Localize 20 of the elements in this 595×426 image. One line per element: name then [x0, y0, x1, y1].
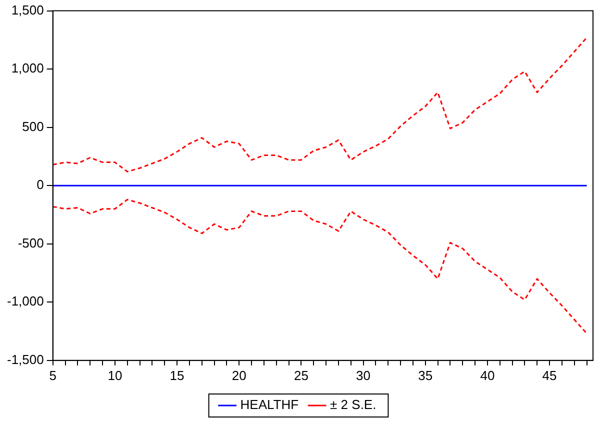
x-tick-label: 20 — [232, 368, 246, 383]
legend-label: ± 2 S.E. — [330, 397, 376, 412]
x-tick-label: 15 — [170, 368, 184, 383]
x-tick-label: 35 — [418, 368, 433, 383]
y-tick-label: 1,500 — [11, 2, 44, 18]
y-tick-label: 1,000 — [11, 60, 44, 76]
y-tick-label: -1,500 — [6, 352, 44, 367]
y-tick-label: 0 — [36, 177, 44, 192]
y-tick-label: 500 — [22, 118, 44, 134]
x-tick-label: 45 — [542, 368, 557, 383]
x-tick-label: 30 — [356, 368, 371, 383]
x-tick-label: 40 — [480, 368, 495, 383]
y-tick-label: -1,000 — [6, 294, 44, 309]
x-tick-label: 10 — [108, 368, 122, 383]
legend-label: HEALTHF — [240, 397, 299, 412]
line-series — [52, 36, 588, 172]
y-tick-label: -500 — [18, 235, 44, 250]
x-tick-label: 5 — [49, 368, 56, 383]
line-series — [52, 198, 588, 334]
x-tick-label: 25 — [294, 368, 308, 383]
